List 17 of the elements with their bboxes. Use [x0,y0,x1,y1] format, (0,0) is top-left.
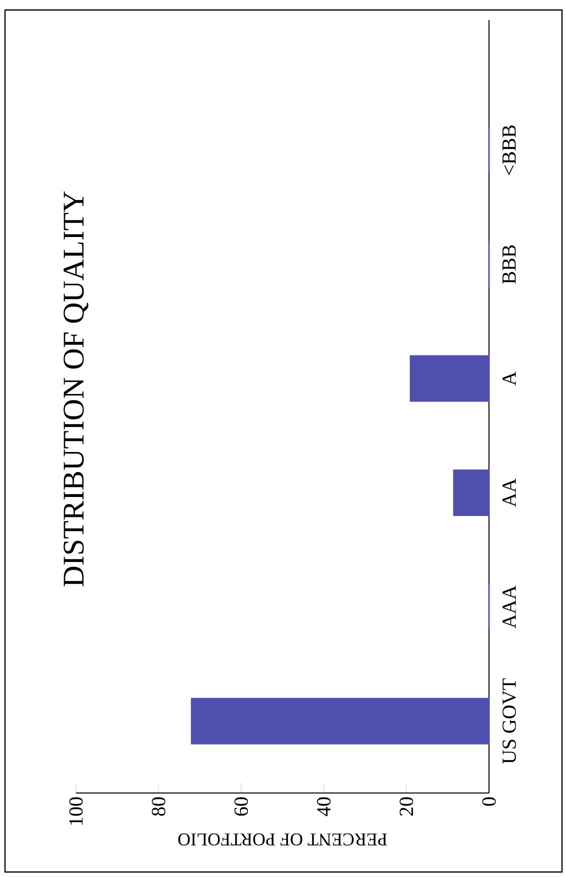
x-tick-label: 100 [69,797,83,825]
bar [190,698,490,744]
text: DISTRIBUTION OF QUALITY [64,191,88,586]
y-tick-label: A [502,371,516,386]
x-tick-label: 60 [234,797,248,816]
x-tick-label: 0 [482,797,496,806]
y-tick-label: <BBB [502,126,516,175]
y-tick-label: BBB [502,245,516,284]
bar [410,355,490,402]
bar [453,469,490,516]
y-tick-label: US GOVT [502,678,516,764]
x-tick-label: 20 [400,797,414,816]
x-tick-label: 80 [152,797,166,816]
x-tick-label: 40 [317,797,331,816]
x-axis-title: PERCENT OF PORTFOLIO [178,833,387,846]
y-tick-label: AAA [502,585,516,628]
y-tick-label: AA [502,478,516,507]
